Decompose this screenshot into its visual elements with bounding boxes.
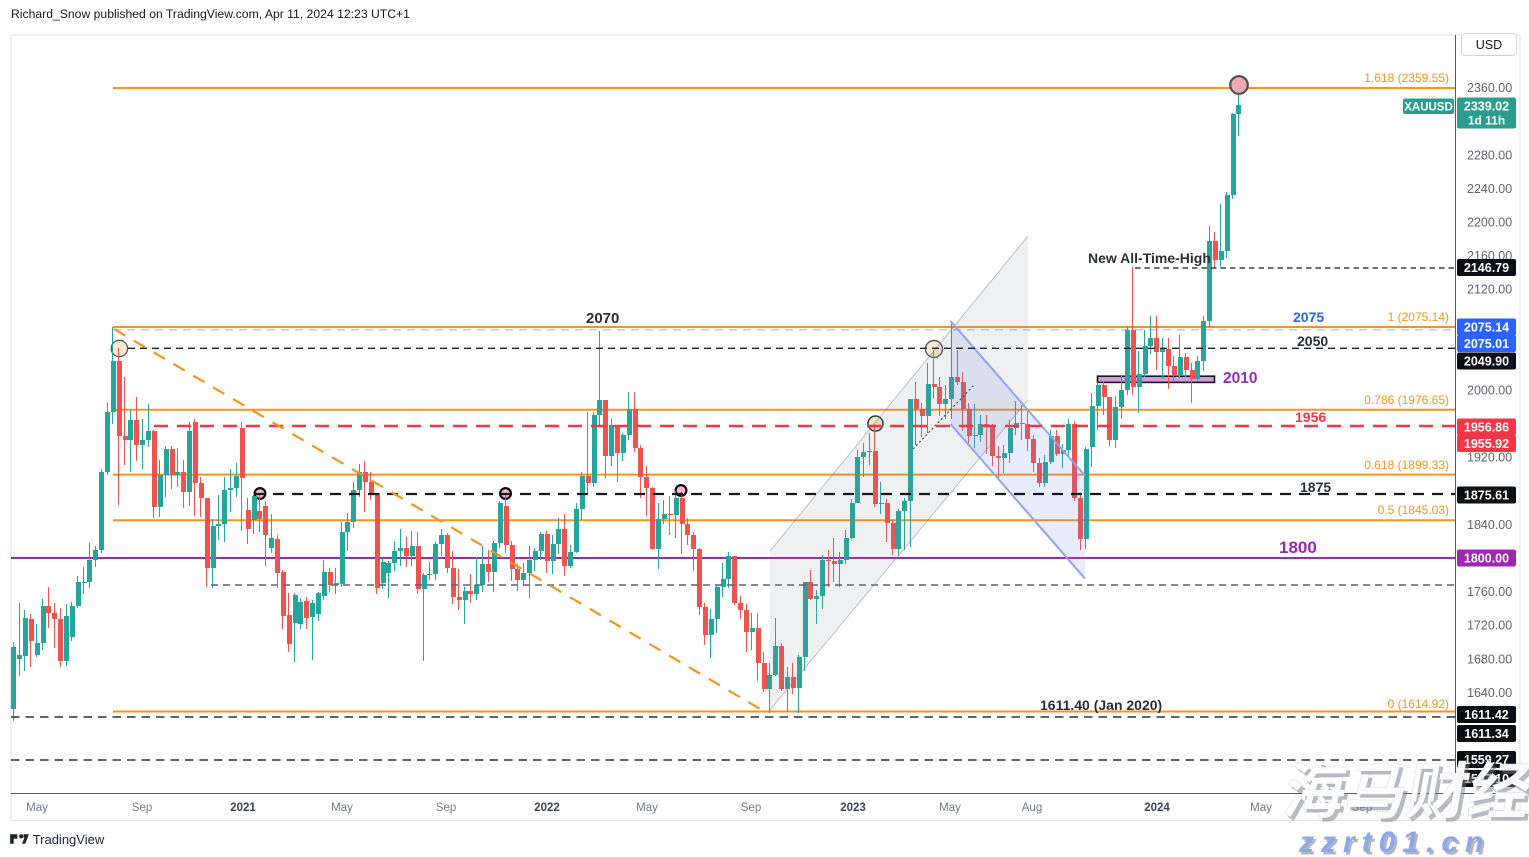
svg-text:1875: 1875 [1300, 479, 1331, 495]
svg-text:1559.27: 1559.27 [1464, 753, 1509, 767]
svg-text:1840.00: 1840.00 [1467, 518, 1512, 532]
svg-text:XAUUSD: XAUUSD [1404, 102, 1453, 114]
svg-text:1800.00: 1800.00 [1464, 552, 1509, 566]
svg-text:1 (2075.14): 1 (2075.14) [1388, 310, 1449, 324]
svg-text:May: May [939, 802, 961, 814]
svg-text:1720.00: 1720.00 [1467, 619, 1512, 633]
svg-text:2240.00: 2240.00 [1467, 182, 1512, 196]
svg-text:2024: 2024 [1144, 802, 1170, 814]
svg-text:Richard_Snow published on Trad: Richard_Snow published on TradingView.co… [11, 7, 410, 21]
svg-text:Sep: Sep [741, 802, 761, 814]
svg-text:2120.00: 2120.00 [1467, 283, 1512, 297]
svg-text:1611.34: 1611.34 [1464, 727, 1509, 741]
svg-text:Sep: Sep [132, 802, 152, 814]
svg-text:Sep: Sep [436, 802, 456, 814]
svg-text:1875.61: 1875.61 [1464, 489, 1509, 503]
svg-text:1956.86: 1956.86 [1464, 421, 1509, 435]
svg-text:2022: 2022 [534, 802, 560, 814]
svg-text:May: May [1250, 802, 1272, 814]
svg-text:0.5 (1845.03): 0.5 (1845.03) [1378, 503, 1449, 517]
svg-text:New All-Time-High: New All-Time-High [1088, 250, 1211, 266]
svg-text:2146.79: 2146.79 [1464, 261, 1509, 275]
svg-text:1955.92: 1955.92 [1464, 437, 1509, 451]
svg-text:2070: 2070 [586, 310, 619, 327]
svg-text:2280.00: 2280.00 [1467, 148, 1512, 162]
svg-text:May: May [331, 802, 353, 814]
svg-text:1611.40 (Jan 2020): 1611.40 (Jan 2020) [1040, 697, 1162, 713]
svg-text:1760.00: 1760.00 [1467, 585, 1512, 599]
svg-text:1d 11h: 1d 11h [1468, 114, 1505, 128]
svg-text:USD: USD [1476, 38, 1502, 52]
svg-text:2075: 2075 [1293, 309, 1324, 325]
svg-text:2075.01: 2075.01 [1464, 337, 1509, 351]
svg-text:0.786 (1976.65): 0.786 (1976.65) [1364, 393, 1449, 407]
svg-text:2339.02: 2339.02 [1464, 100, 1509, 114]
svg-text:2200.00: 2200.00 [1467, 216, 1512, 230]
svg-text:2021: 2021 [230, 802, 256, 814]
svg-text:0 (1614.92): 0 (1614.92) [1388, 697, 1449, 711]
svg-text:zzrt01.cn: zzrt01.cn [1300, 828, 1492, 857]
svg-text:1611.42: 1611.42 [1464, 708, 1509, 722]
svg-text:2023: 2023 [840, 802, 866, 814]
svg-text:May: May [636, 802, 658, 814]
svg-text:2049.90: 2049.90 [1464, 355, 1509, 369]
svg-text:2360.00: 2360.00 [1467, 81, 1512, 95]
svg-text:May: May [26, 802, 48, 814]
svg-text:1920.00: 1920.00 [1467, 451, 1512, 465]
svg-text:2010: 2010 [1223, 370, 1257, 387]
svg-text:1.618 (2359.55): 1.618 (2359.55) [1364, 71, 1449, 85]
svg-text:Aug: Aug [1022, 802, 1042, 814]
svg-text:2075.14: 2075.14 [1464, 321, 1509, 335]
svg-text:1800: 1800 [1279, 538, 1317, 557]
svg-text:2000.00: 2000.00 [1467, 384, 1512, 398]
svg-text:2050: 2050 [1297, 333, 1328, 349]
svg-text:zzrt01.cn: zzrt01.cn [1298, 826, 1490, 857]
svg-text:1640.00: 1640.00 [1467, 686, 1512, 700]
svg-text:TradingView: TradingView [33, 832, 105, 847]
svg-text:0.618 (1899.33): 0.618 (1899.33) [1364, 458, 1449, 472]
svg-text:1956: 1956 [1295, 409, 1326, 425]
svg-text:1680.00: 1680.00 [1467, 652, 1512, 666]
